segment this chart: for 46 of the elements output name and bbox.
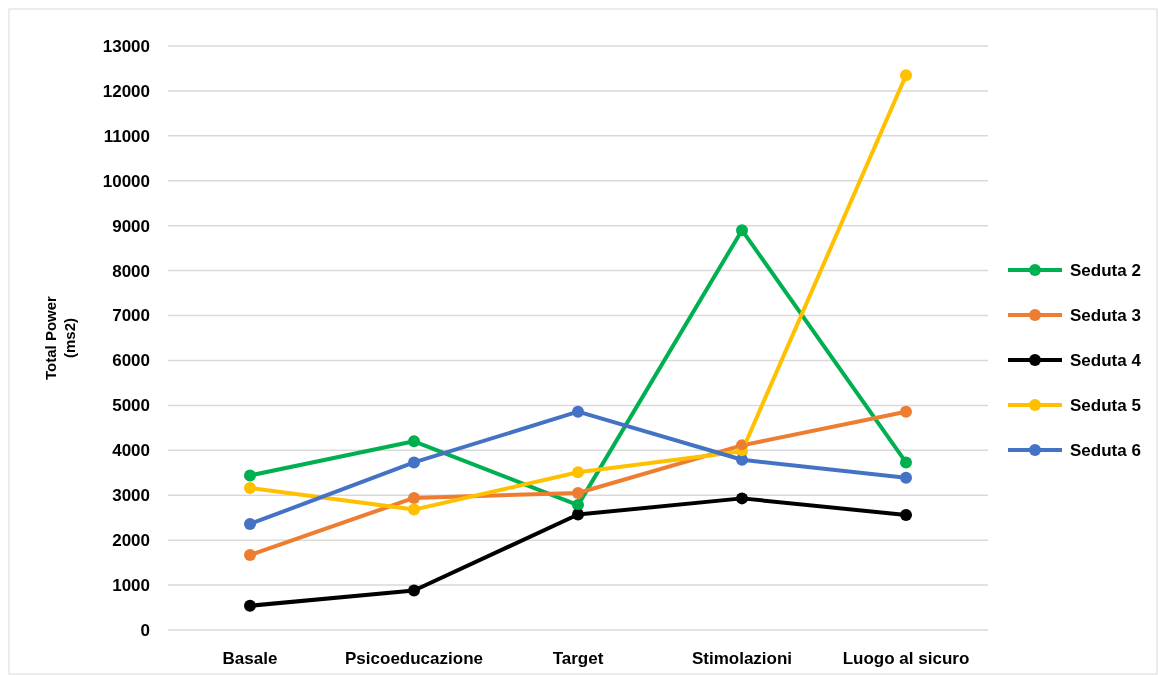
y-tick-label: 5000 bbox=[112, 396, 150, 416]
point bbox=[244, 482, 256, 495]
legend-label: Seduta 3 bbox=[1070, 305, 1141, 325]
y-tick-label: 9000 bbox=[112, 216, 150, 236]
x-tick-label: Stimolazioni bbox=[691, 649, 793, 668]
point bbox=[244, 517, 256, 530]
point bbox=[408, 456, 420, 469]
point bbox=[736, 492, 748, 505]
y-tick-label: 8000 bbox=[112, 261, 150, 281]
y-tick-label: 7000 bbox=[112, 306, 150, 326]
x-tick-label: Psicoeducazione bbox=[345, 649, 483, 668]
point bbox=[900, 471, 912, 484]
point bbox=[244, 469, 256, 482]
y-axis-title: Total Power (ms2) bbox=[42, 295, 78, 380]
legend-label: Seduta 4 bbox=[1070, 350, 1142, 370]
point bbox=[244, 548, 256, 561]
y-tick-label: 2000 bbox=[112, 531, 150, 551]
point bbox=[572, 508, 584, 521]
y-tick-label: 11000 bbox=[103, 126, 150, 146]
point bbox=[572, 486, 584, 499]
point bbox=[244, 599, 256, 612]
x-tick-label: Luogo al sicuro bbox=[842, 649, 970, 668]
y-tick-label: 6000 bbox=[112, 351, 150, 371]
point bbox=[900, 405, 912, 418]
point bbox=[572, 466, 584, 479]
y-tick-label: 13000 bbox=[102, 36, 150, 56]
x-tick-label: Target bbox=[552, 649, 604, 668]
y-tick-label: 12000 bbox=[102, 81, 150, 101]
y-tick-label: 0 bbox=[140, 620, 150, 640]
x-tick-label: Basale bbox=[222, 649, 278, 668]
point bbox=[408, 491, 420, 504]
point bbox=[900, 69, 912, 82]
legend-label: Seduta 5 bbox=[1070, 395, 1141, 415]
legend-label: Seduta 6 bbox=[1070, 440, 1141, 460]
point bbox=[408, 584, 420, 597]
point bbox=[408, 435, 420, 448]
point bbox=[900, 509, 912, 521]
point bbox=[408, 503, 420, 516]
y-tick-label: 1000 bbox=[112, 576, 150, 596]
y-tick-label: 4000 bbox=[112, 441, 150, 461]
y-tick-label: 3000 bbox=[112, 486, 150, 506]
point bbox=[900, 456, 912, 469]
point bbox=[736, 224, 748, 237]
y-tick-label: 10000 bbox=[102, 171, 150, 191]
legend-label: Seduta 2 bbox=[1070, 260, 1141, 280]
point bbox=[572, 405, 584, 418]
